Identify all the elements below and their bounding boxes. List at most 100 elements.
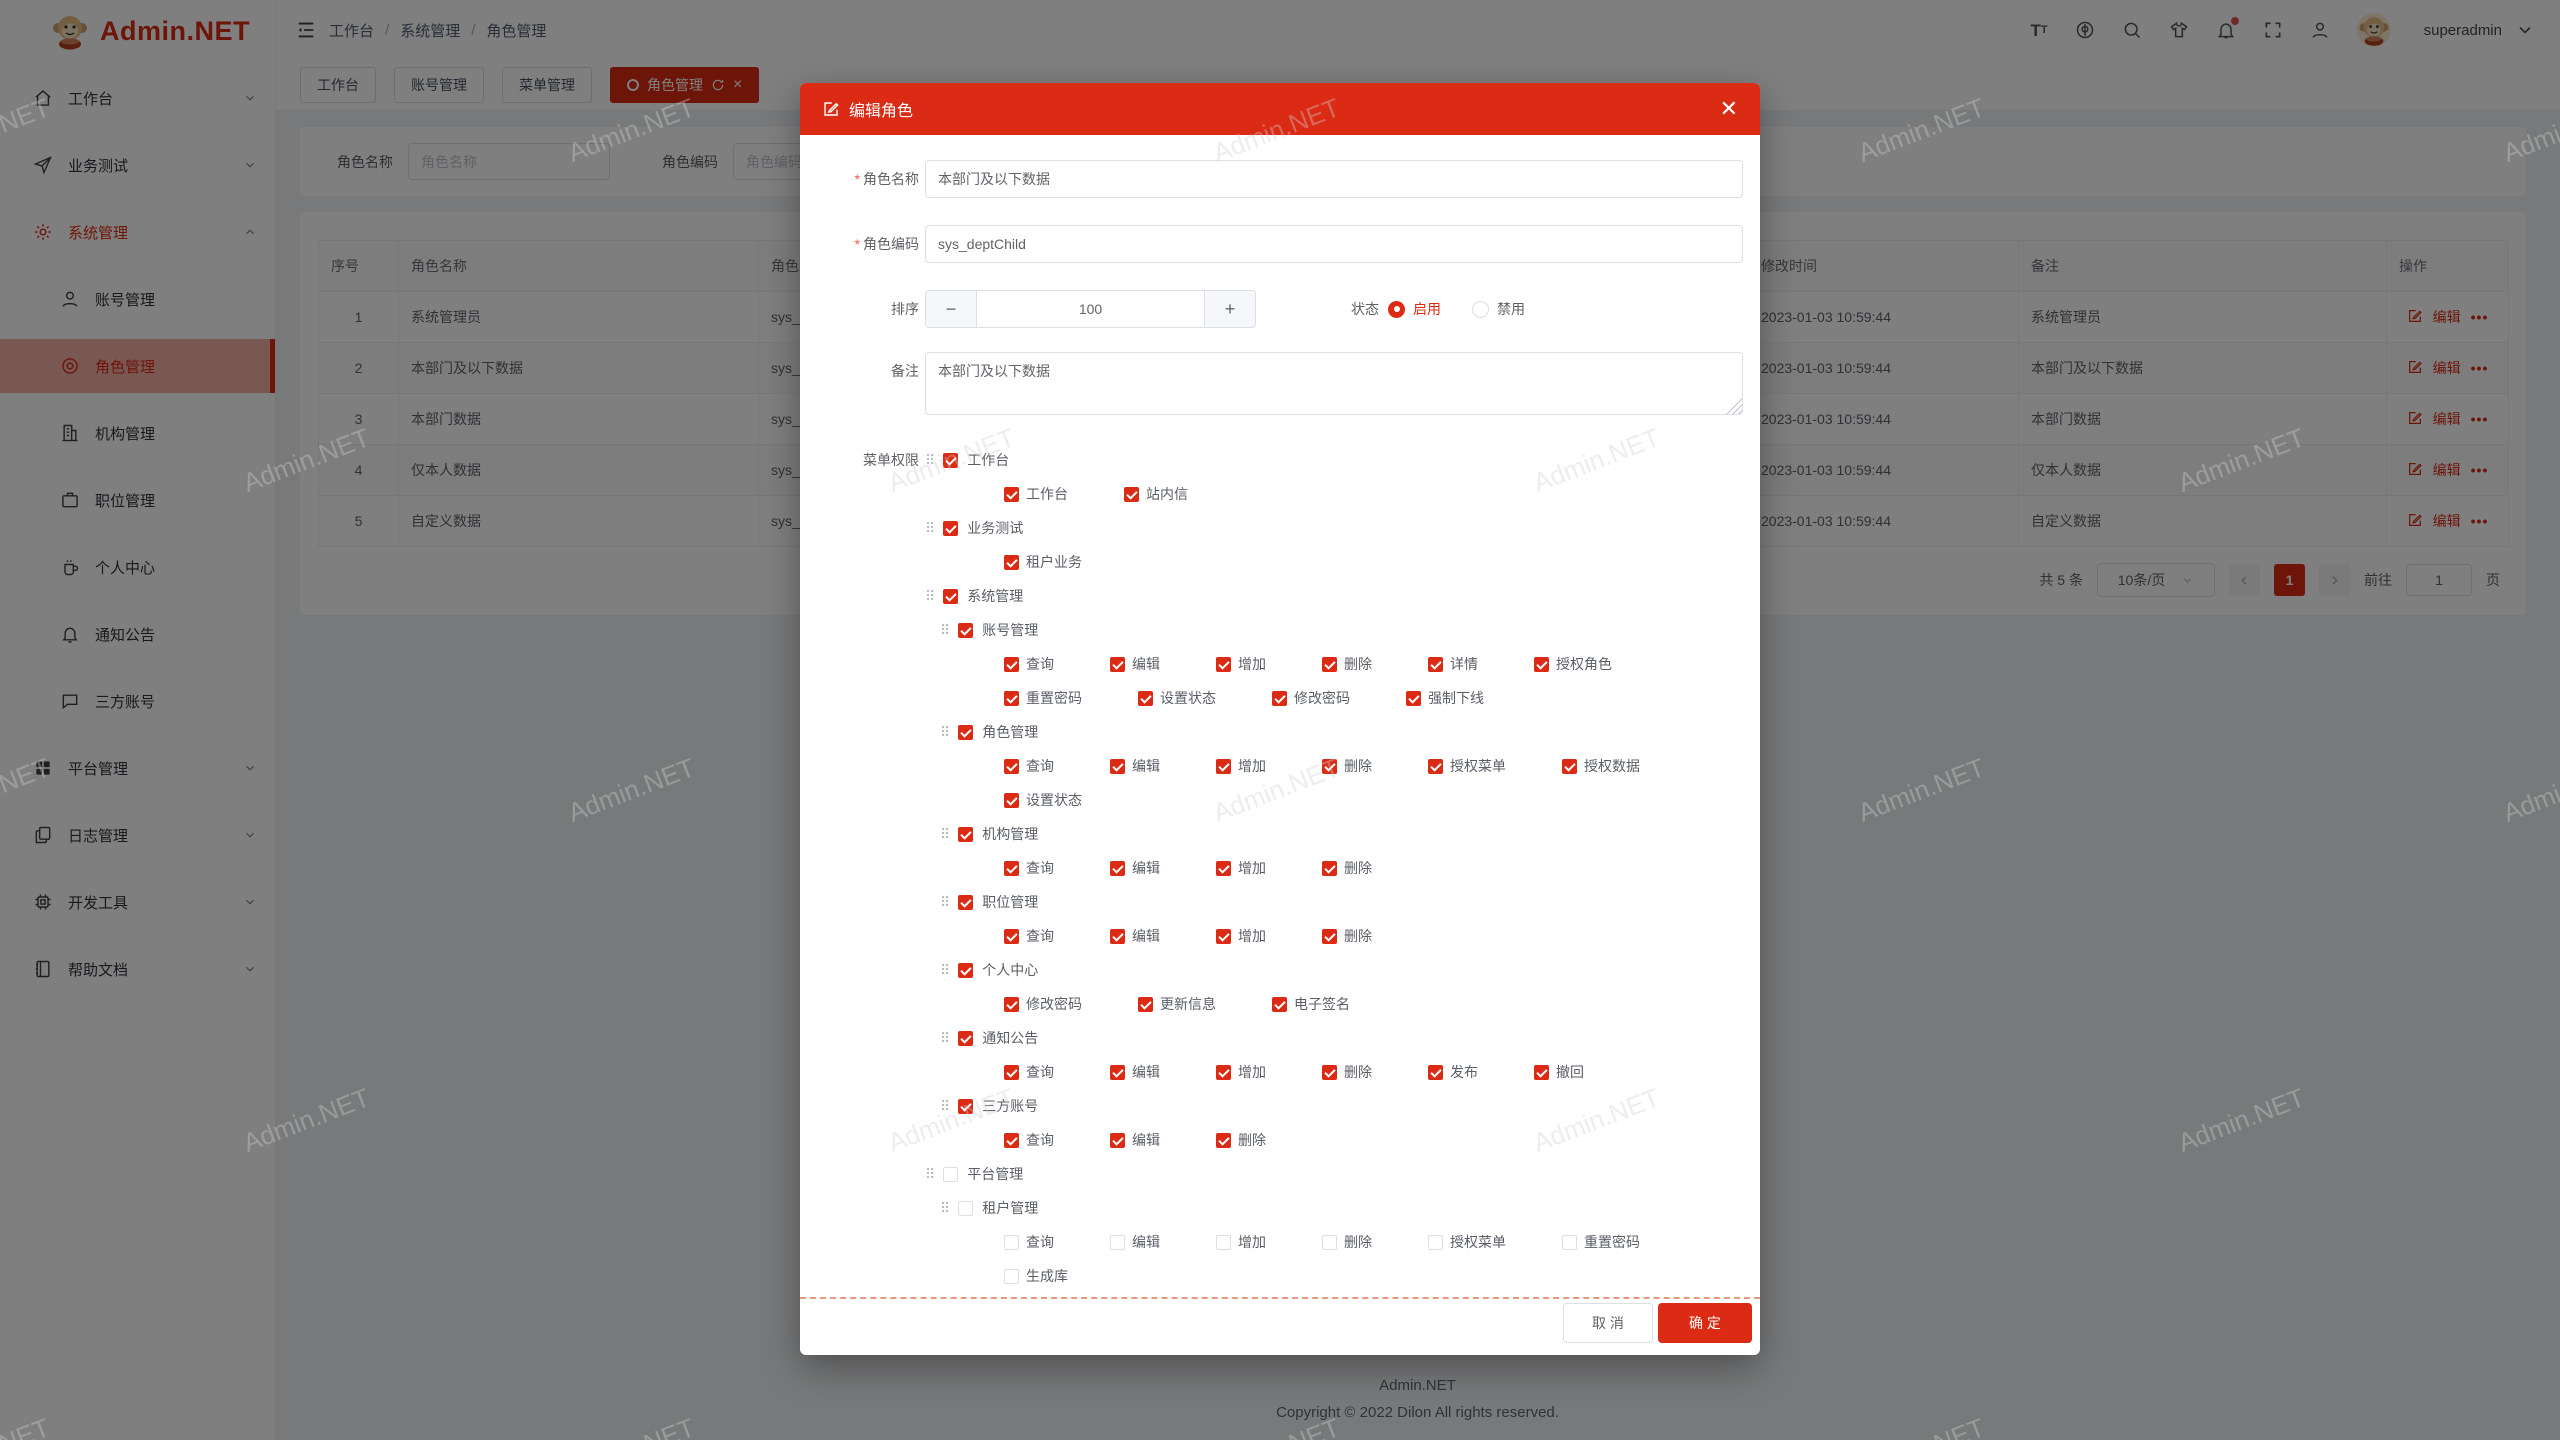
permission-checkbox[interactable]	[1322, 656, 1337, 672]
tree-perm-row: 租户业务	[1004, 545, 1743, 579]
tree-node-checkbox[interactable]	[943, 520, 959, 536]
permission-checkbox[interactable]	[1004, 928, 1019, 944]
drag-handle-icon[interactable]: ⠿	[925, 1166, 936, 1182]
permission-item: 查询	[1004, 858, 1054, 878]
permission-checkbox[interactable]	[1004, 758, 1019, 774]
drag-handle-icon[interactable]: ⠿	[925, 520, 936, 536]
close-icon[interactable]: ✕	[1719, 96, 1738, 121]
status-radio-enabled[interactable]: 启用	[1388, 299, 1441, 319]
tree-node: ⠿ 通知公告	[940, 1021, 1743, 1055]
permission-checkbox[interactable]	[1216, 928, 1231, 944]
role-name-input[interactable]	[925, 160, 1743, 198]
permission-item: 增加	[1216, 756, 1266, 776]
drag-handle-icon[interactable]: ⠿	[940, 1030, 951, 1046]
tree-node-checkbox[interactable]	[943, 588, 959, 604]
permission-checkbox[interactable]	[1216, 860, 1231, 876]
tree-node-checkbox[interactable]	[958, 724, 974, 740]
permission-checkbox[interactable]	[1110, 860, 1125, 876]
permission-checkbox[interactable]	[1138, 996, 1153, 1012]
permission-checkbox[interactable]	[1110, 656, 1125, 672]
tree-node-checkbox[interactable]	[943, 1166, 959, 1182]
drag-handle-icon[interactable]: ⠿	[925, 452, 936, 468]
tree-node-checkbox[interactable]	[958, 962, 974, 978]
tree-perm-row: 查询 编辑 增加 删除 授权菜单 重置密码	[1004, 1225, 1743, 1259]
increase-button[interactable]: +	[1204, 291, 1255, 327]
permission-checkbox[interactable]	[1406, 690, 1421, 706]
tree-node: ⠿ 账号管理	[940, 613, 1743, 647]
permission-checkbox[interactable]	[1534, 656, 1549, 672]
permission-checkbox[interactable]	[1216, 758, 1231, 774]
tree-node-checkbox[interactable]	[943, 452, 959, 468]
tree-node-checkbox[interactable]	[958, 1200, 974, 1216]
permission-checkbox[interactable]	[1124, 486, 1139, 502]
tree-node-checkbox[interactable]	[958, 826, 974, 842]
permission-checkbox[interactable]	[1216, 656, 1231, 672]
permission-checkbox[interactable]	[1322, 758, 1337, 774]
permission-item: 删除	[1322, 858, 1372, 878]
resize-divider[interactable]	[800, 1297, 1760, 1299]
permission-checkbox[interactable]	[1322, 1234, 1337, 1250]
radio-unselected-icon	[1472, 300, 1489, 318]
confirm-button[interactable]: 确 定	[1658, 1303, 1752, 1343]
drag-handle-icon[interactable]: ⠿	[940, 826, 951, 842]
drag-handle-icon[interactable]: ⠿	[940, 962, 951, 978]
permission-checkbox[interactable]	[1004, 1132, 1019, 1148]
drag-handle-icon[interactable]: ⠿	[940, 1098, 951, 1114]
tree-node-checkbox[interactable]	[958, 1098, 974, 1114]
permission-checkbox[interactable]	[1110, 1064, 1125, 1080]
remark-textarea[interactable]: 本部门及以下数据	[925, 352, 1743, 415]
drag-handle-icon[interactable]: ⠿	[940, 724, 951, 740]
permission-checkbox[interactable]	[1322, 928, 1337, 944]
tree-node-checkbox[interactable]	[958, 1030, 974, 1046]
role-code-input[interactable]	[925, 225, 1743, 263]
decrease-button[interactable]: −	[926, 291, 977, 327]
permission-checkbox[interactable]	[1534, 1064, 1549, 1080]
sort-value[interactable]: 100	[1078, 301, 1103, 317]
permission-label: 增加	[1238, 1234, 1266, 1250]
permission-checkbox[interactable]	[1110, 1132, 1125, 1148]
permission-label: 重置密码	[1026, 690, 1082, 706]
permission-checkbox[interactable]	[1004, 486, 1019, 502]
permission-checkbox[interactable]	[1272, 690, 1287, 706]
permission-checkbox[interactable]	[1138, 690, 1153, 706]
permission-checkbox[interactable]	[1428, 758, 1443, 774]
permission-checkbox[interactable]	[1004, 656, 1019, 672]
permission-checkbox[interactable]	[1216, 1234, 1231, 1250]
permission-checkbox[interactable]	[1004, 554, 1019, 570]
tree-node-label: 通知公告	[982, 1030, 1039, 1046]
permission-checkbox[interactable]	[1004, 1064, 1019, 1080]
drag-handle-icon[interactable]: ⠿	[940, 1200, 951, 1216]
permission-checkbox[interactable]	[1110, 1234, 1125, 1250]
drag-handle-icon[interactable]: ⠿	[940, 894, 951, 910]
permission-checkbox[interactable]	[1428, 1234, 1443, 1250]
dialog-footer: 取 消 确 定	[1563, 1303, 1752, 1343]
tree-node-checkbox[interactable]	[958, 894, 974, 910]
permission-checkbox[interactable]	[1004, 860, 1019, 876]
permission-checkbox[interactable]	[1004, 792, 1019, 808]
tree-node-checkbox[interactable]	[958, 622, 974, 638]
permission-checkbox[interactable]	[1322, 860, 1337, 876]
permission-label: 设置状态	[1026, 792, 1082, 808]
permission-checkbox[interactable]	[1562, 758, 1577, 774]
permission-checkbox[interactable]	[1110, 758, 1125, 774]
permission-checkbox[interactable]	[1004, 1268, 1019, 1284]
field-label-role-name: * 角色名称	[854, 171, 919, 187]
permission-checkbox[interactable]	[1110, 928, 1125, 944]
permission-checkbox[interactable]	[1216, 1064, 1231, 1080]
permission-label: 查询	[1026, 928, 1054, 944]
cancel-button[interactable]: 取 消	[1563, 1303, 1653, 1343]
permission-item: 查询	[1004, 1062, 1054, 1082]
permission-checkbox[interactable]	[1004, 996, 1019, 1012]
permission-checkbox[interactable]	[1004, 1234, 1019, 1250]
permission-checkbox[interactable]	[1004, 690, 1019, 706]
permission-checkbox[interactable]	[1322, 1064, 1337, 1080]
permission-checkbox[interactable]	[1428, 1064, 1443, 1080]
tree-node-label: 三方账号	[982, 1098, 1039, 1114]
status-radio-disabled[interactable]: 禁用	[1472, 299, 1525, 319]
permission-checkbox[interactable]	[1562, 1234, 1577, 1250]
permission-checkbox[interactable]	[1272, 996, 1287, 1012]
drag-handle-icon[interactable]: ⠿	[940, 622, 951, 638]
drag-handle-icon[interactable]: ⠿	[925, 588, 936, 604]
permission-checkbox[interactable]	[1428, 656, 1443, 672]
permission-checkbox[interactable]	[1216, 1132, 1231, 1148]
